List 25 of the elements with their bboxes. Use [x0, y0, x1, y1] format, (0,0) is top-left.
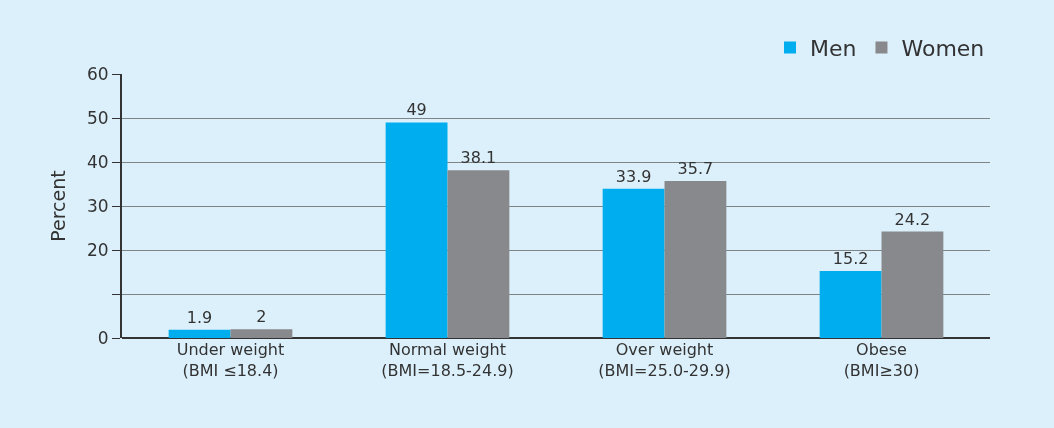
- y-tick-label: 0: [97, 327, 109, 348]
- data-label: 33.9: [615, 166, 652, 186]
- bar: [385, 122, 448, 338]
- data-label: 15.2: [832, 249, 869, 269]
- y-tick-label: 60: [86, 63, 109, 84]
- y-tick-label: 20: [86, 239, 109, 260]
- data-label: 2: [256, 307, 267, 327]
- bar: [602, 188, 665, 338]
- data-label: 35.7: [677, 158, 714, 178]
- legend-label: Men: [810, 36, 857, 62]
- legend-label: Women: [901, 36, 985, 62]
- bar: [230, 329, 293, 338]
- bar: [168, 329, 231, 338]
- data-label: 49: [406, 100, 427, 120]
- x-tick-label: Normal weight (BMI=18.5-24.9): [381, 340, 514, 380]
- x-tick-label: Obese (BMI≥30): [843, 340, 920, 380]
- y-tick-label: 30: [86, 195, 109, 216]
- data-label: 24.2: [894, 209, 931, 229]
- bar: [819, 271, 882, 338]
- x-tick-label: Over weight (BMI=25.0-29.9): [598, 340, 731, 380]
- y-axis-title: Percent: [47, 170, 70, 242]
- data-label: 1.9: [186, 307, 213, 327]
- y-tick-label: 50: [86, 107, 109, 128]
- y-tick-label: 40: [86, 151, 109, 172]
- x-tick-label: Under weight (BMI ≤18.4): [176, 340, 285, 380]
